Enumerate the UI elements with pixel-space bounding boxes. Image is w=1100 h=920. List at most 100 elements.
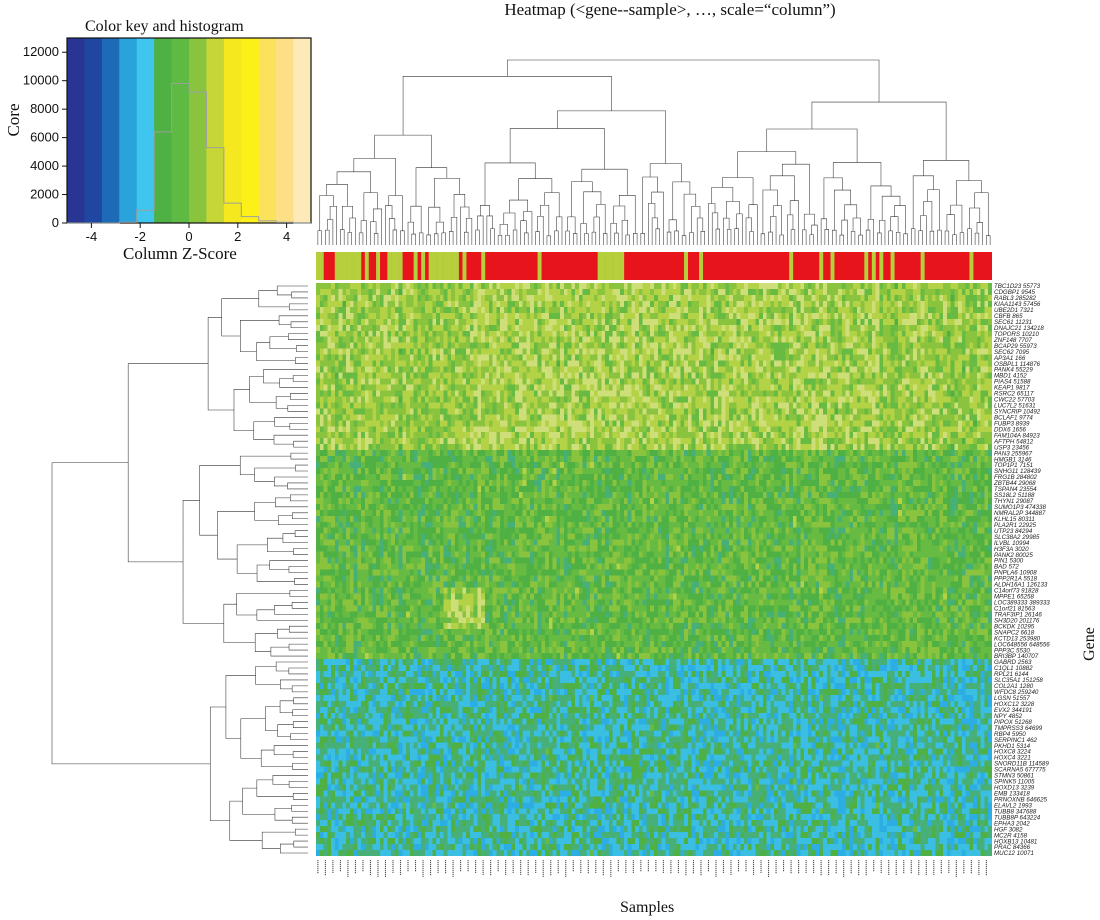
row-dendrogram-branches: [51, 285, 308, 854]
color-key-panel: 0 2000 4000 6000 8000 10000 12000 -4 -2 0 2 4: [23, 37, 312, 244]
gene-label: HOXB13 10481: [994, 838, 1037, 845]
gene-label: BAD 572: [994, 564, 1019, 571]
gene-label: SS18L2 51188: [994, 492, 1035, 499]
class-bar-cell: [879, 252, 884, 280]
class-bar-cell: [462, 252, 467, 280]
gene-label: PRAC 84366: [994, 844, 1031, 851]
gene-label: CBFB 865: [994, 313, 1023, 320]
sample-tick-labels: [317, 860, 987, 877]
gene-label: HGF 3082: [994, 826, 1023, 833]
color-key-band: [206, 38, 225, 223]
color-key-y-tick-label: 6000: [30, 130, 59, 145]
color-key-band: [101, 38, 120, 223]
gene-label: PPP2R1A 5518: [994, 576, 1038, 583]
class-bar-cell: [537, 252, 542, 280]
gene-label: FUBP3 8939: [994, 420, 1030, 427]
gene-label: TOPORS 10210: [994, 331, 1039, 338]
gene-label: DDX6 1656: [994, 426, 1027, 433]
class-bar-cell: [439, 252, 444, 280]
gene-label: PNPLA6 10908: [994, 570, 1037, 577]
gene-label: KLHL15 80311: [994, 516, 1035, 523]
gene-label: TSPAN4 23554: [994, 486, 1037, 493]
gene-label: PIN1 5300: [994, 558, 1024, 565]
class-bar-cell: [597, 252, 602, 280]
gene-label: NPY 4852: [994, 713, 1023, 720]
gene-label: BCKDK 10295: [994, 623, 1035, 630]
color-key-x-tick-label: 4: [283, 229, 290, 244]
gene-label: UBE2D1 7321: [994, 307, 1034, 314]
gene-label: ZBTB44 29068: [993, 480, 1036, 487]
class-bar-cell: [394, 252, 399, 280]
gene-label: GABRD 2563: [994, 659, 1032, 666]
class-bar-cell: [789, 252, 794, 280]
class-bar-cell: [432, 252, 437, 280]
class-bar-cell: [605, 252, 610, 280]
color-key-band: [241, 38, 260, 223]
class-bar-cell: [353, 252, 358, 280]
gene-label: BRI3BP 140707: [994, 653, 1039, 660]
class-bar-cell: [334, 252, 339, 280]
gene-label: BCLAF1 9774: [994, 414, 1033, 421]
row-dendrogram: [51, 285, 308, 854]
class-bar-cell: [376, 252, 381, 280]
gene-label: SNORD11B 114589: [994, 761, 1049, 768]
gene-label: SEC61 11231: [994, 319, 1032, 326]
gene-label: TUBB8 347688: [994, 808, 1037, 815]
gene-label: AP3A1 166: [993, 355, 1026, 362]
class-bar-cell: [920, 252, 925, 280]
class-bar-cell: [421, 252, 426, 280]
gene-label: KIAA1143 57456: [994, 301, 1041, 308]
color-key-y-tick-label: 4000: [30, 158, 59, 173]
gene-label: LUC7L2 51631: [994, 403, 1036, 410]
gene-label: C1QL1 10882: [994, 665, 1033, 672]
heatmap-cells: [316, 283, 992, 856]
color-key-band: [258, 38, 277, 223]
gene-label: EVX2 344191: [994, 707, 1032, 714]
color-key-band: [189, 38, 208, 223]
gene-label: LOC389333 389333: [994, 600, 1050, 607]
gene-label: HOXC12 3228: [994, 701, 1035, 708]
color-key-x-axis-label: Column Z-Score: [123, 244, 237, 263]
gene-label: MPPE1 65258: [994, 594, 1034, 601]
heatmap-matrix: [316, 283, 992, 856]
gene-label: TBC1D23 55773: [994, 283, 1041, 290]
color-key-x-tick-label: 2: [234, 229, 241, 244]
gene-label: AFTPH 54812: [993, 438, 1034, 445]
gene-label: RSRC2 65117: [994, 391, 1034, 398]
gene-label: HOXD13 3239: [994, 785, 1035, 792]
gene-label: FAM104A 84923: [994, 432, 1040, 439]
color-key-band: [84, 38, 103, 223]
gene-label: PANK2 80025: [994, 552, 1033, 559]
gene-label: TUBB8P 643224: [994, 814, 1041, 821]
color-key-band: [276, 38, 295, 223]
class-bar-cell: [620, 252, 625, 280]
class-bar-cell: [364, 252, 369, 280]
gene-label: KEAP1 9817: [994, 385, 1030, 392]
gene-label: CWC22 57703: [994, 397, 1035, 404]
class-bar-cell: [357, 252, 362, 280]
color-key-x-tick-label: 0: [185, 229, 192, 244]
class-bar-cell: [454, 252, 459, 280]
color-key-band: [293, 38, 312, 223]
class-bar-cell: [871, 252, 876, 280]
class-bar-cell: [447, 252, 452, 280]
gene-label: SH3D20 201176: [994, 617, 1040, 624]
gene-label: PLA2R1 22925: [994, 522, 1037, 529]
class-bar-cell: [349, 252, 354, 280]
gene-label: MBD1 4152: [994, 373, 1027, 380]
color-key-y-tick-label: 12000: [23, 44, 59, 59]
gene-label: PIAS4 51588: [994, 379, 1031, 386]
color-key-histogram: [67, 83, 311, 224]
class-bar-cell: [608, 252, 613, 280]
column-dendrogram-branches: [317, 59, 991, 245]
gene-label: FRG1B 284802: [994, 474, 1038, 481]
color-key-y-tick-label: 2000: [30, 187, 59, 202]
gene-label: OSBPL1 114876: [994, 361, 1041, 368]
class-bar-cell: [864, 252, 869, 280]
class-bar-cell: [387, 252, 392, 280]
gene-label: RABL3 285282: [994, 295, 1037, 302]
gene-label: SLC38A2 29985: [994, 534, 1040, 541]
gene-label: SNHG11 128439: [994, 468, 1041, 475]
gene-label: MC2R 4158: [994, 832, 1028, 839]
gene-label: RBP4 5950: [994, 731, 1026, 738]
